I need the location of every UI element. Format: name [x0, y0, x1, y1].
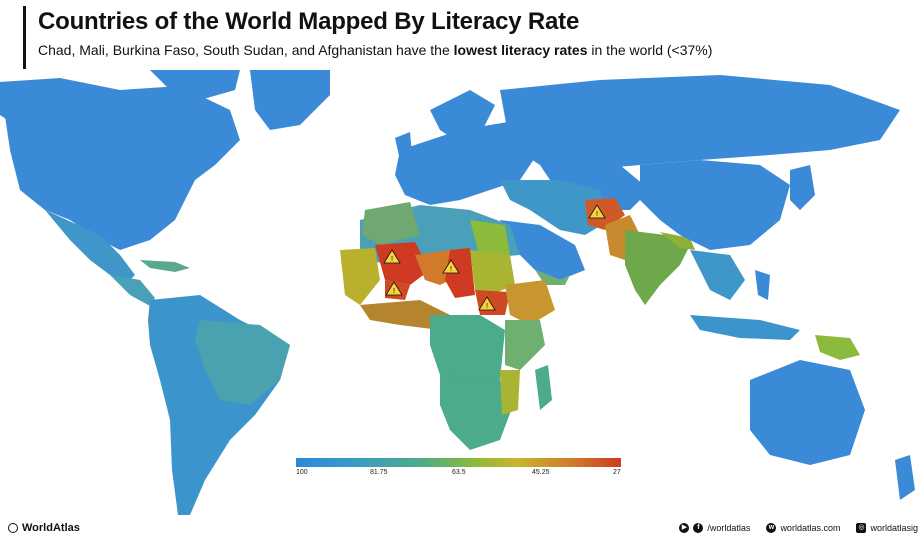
- legend-tick: 45.25: [532, 469, 550, 476]
- region-scandinavia: [430, 90, 495, 140]
- color-legend: 100 81.75 63.5 45.25 27: [296, 458, 621, 481]
- brand-name: WorldAtlas: [22, 522, 80, 534]
- region-mozambique: [500, 370, 520, 415]
- region-arctic-islands: [150, 70, 240, 100]
- region-nepal-bangladesh: [660, 232, 695, 250]
- legend-tick: 63.5: [452, 469, 466, 476]
- brand-logo[interactable]: WorldAtlas: [8, 522, 80, 534]
- svg-text:!: !: [391, 255, 394, 263]
- region-brazil: [195, 320, 290, 405]
- youtube-icon[interactable]: ▶: [679, 523, 690, 533]
- svg-text:!: !: [393, 287, 396, 295]
- region-central-africa: [430, 315, 505, 390]
- subtitle-tail: in the world (<37%): [587, 42, 713, 58]
- subtitle-lowest: lowest literacy rates: [453, 42, 588, 58]
- region-alaska: [0, 80, 55, 130]
- region-morocco-algeria: [362, 202, 420, 245]
- region-gulf-guinea: [360, 300, 450, 330]
- region-southeast-asia: [690, 250, 745, 300]
- region-caribbean: [140, 260, 190, 272]
- subtitle-and: and: [287, 42, 319, 58]
- region-egypt: [470, 220, 510, 258]
- legend-tick: 81.75: [370, 469, 388, 476]
- page-subtitle: Chad, Mali, Burkina Faso, South Sudan, a…: [38, 42, 712, 58]
- facebook-icon[interactable]: f: [693, 523, 704, 533]
- region-philippines: [755, 270, 770, 300]
- region-west-africa: [340, 248, 380, 305]
- header-accent-bar: [23, 6, 26, 69]
- region-sudan: [470, 250, 515, 295]
- region-arabia: [500, 220, 585, 280]
- social-links: ▶ f /worldatlas w worldatlas.com ◎ world…: [679, 523, 918, 533]
- svg-text:!: !: [596, 210, 599, 218]
- region-australia: [750, 360, 865, 465]
- region-russia: [500, 75, 900, 170]
- social-handle[interactable]: /worldatlas: [707, 523, 751, 533]
- warning-triangle-icon: !: [385, 281, 403, 296]
- legend-ticks: 100 81.75 63.5 45.25 27: [296, 469, 621, 481]
- region-uk: [395, 132, 412, 160]
- region-north-america: [0, 78, 240, 250]
- instagram-icon[interactable]: ◎: [856, 523, 867, 533]
- svg-text:!: !: [486, 302, 489, 310]
- warning-triangle-icon: !: [588, 204, 606, 219]
- region-india: [625, 230, 690, 305]
- subtitle-countries: Chad, Mali, Burkina Faso, South Sudan,: [38, 42, 288, 58]
- legend-tick: 100: [296, 469, 308, 476]
- legend-tick: 27: [613, 469, 621, 476]
- region-central-america: [110, 275, 155, 306]
- region-indonesia: [690, 315, 800, 340]
- subtitle-middle: have the: [392, 42, 454, 58]
- warning-triangle-icon: !: [383, 249, 401, 264]
- region-mali: [375, 242, 430, 285]
- warning-triangle-icon: !: [442, 259, 460, 274]
- footer: WorldAtlas ▶ f /worldatlas w worldatlas.…: [0, 520, 924, 541]
- website-link[interactable]: worldatlas.com: [780, 523, 841, 533]
- region-south-sudan: [475, 290, 510, 315]
- region-mexico: [45, 210, 135, 285]
- website-icon[interactable]: w: [766, 523, 777, 533]
- region-japan: [790, 165, 815, 210]
- region-new-zealand: [895, 455, 915, 500]
- header: Countries of the World Mapped By Literac…: [0, 0, 924, 74]
- instagram-handle[interactable]: worldatlasig: [870, 523, 918, 533]
- region-east-africa: [505, 320, 545, 370]
- legend-gradient-bar: [296, 458, 621, 467]
- page-title: Countries of the World Mapped By Literac…: [38, 8, 580, 35]
- region-greenland: [250, 70, 330, 130]
- region-chad: [445, 248, 475, 298]
- region-ethiopia: [505, 280, 555, 325]
- world-map: ! ! ! ! !: [0, 70, 915, 515]
- globe-icon: [8, 523, 18, 533]
- svg-text:!: !: [450, 265, 453, 273]
- warning-triangle-icon: !: [478, 296, 496, 311]
- region-southern-africa: [440, 375, 515, 450]
- region-china: [640, 160, 790, 250]
- region-turkey-iran: [500, 180, 610, 235]
- region-papua: [815, 335, 860, 360]
- subtitle-afghanistan: Afghanistan: [318, 42, 393, 58]
- region-madagascar: [535, 365, 552, 410]
